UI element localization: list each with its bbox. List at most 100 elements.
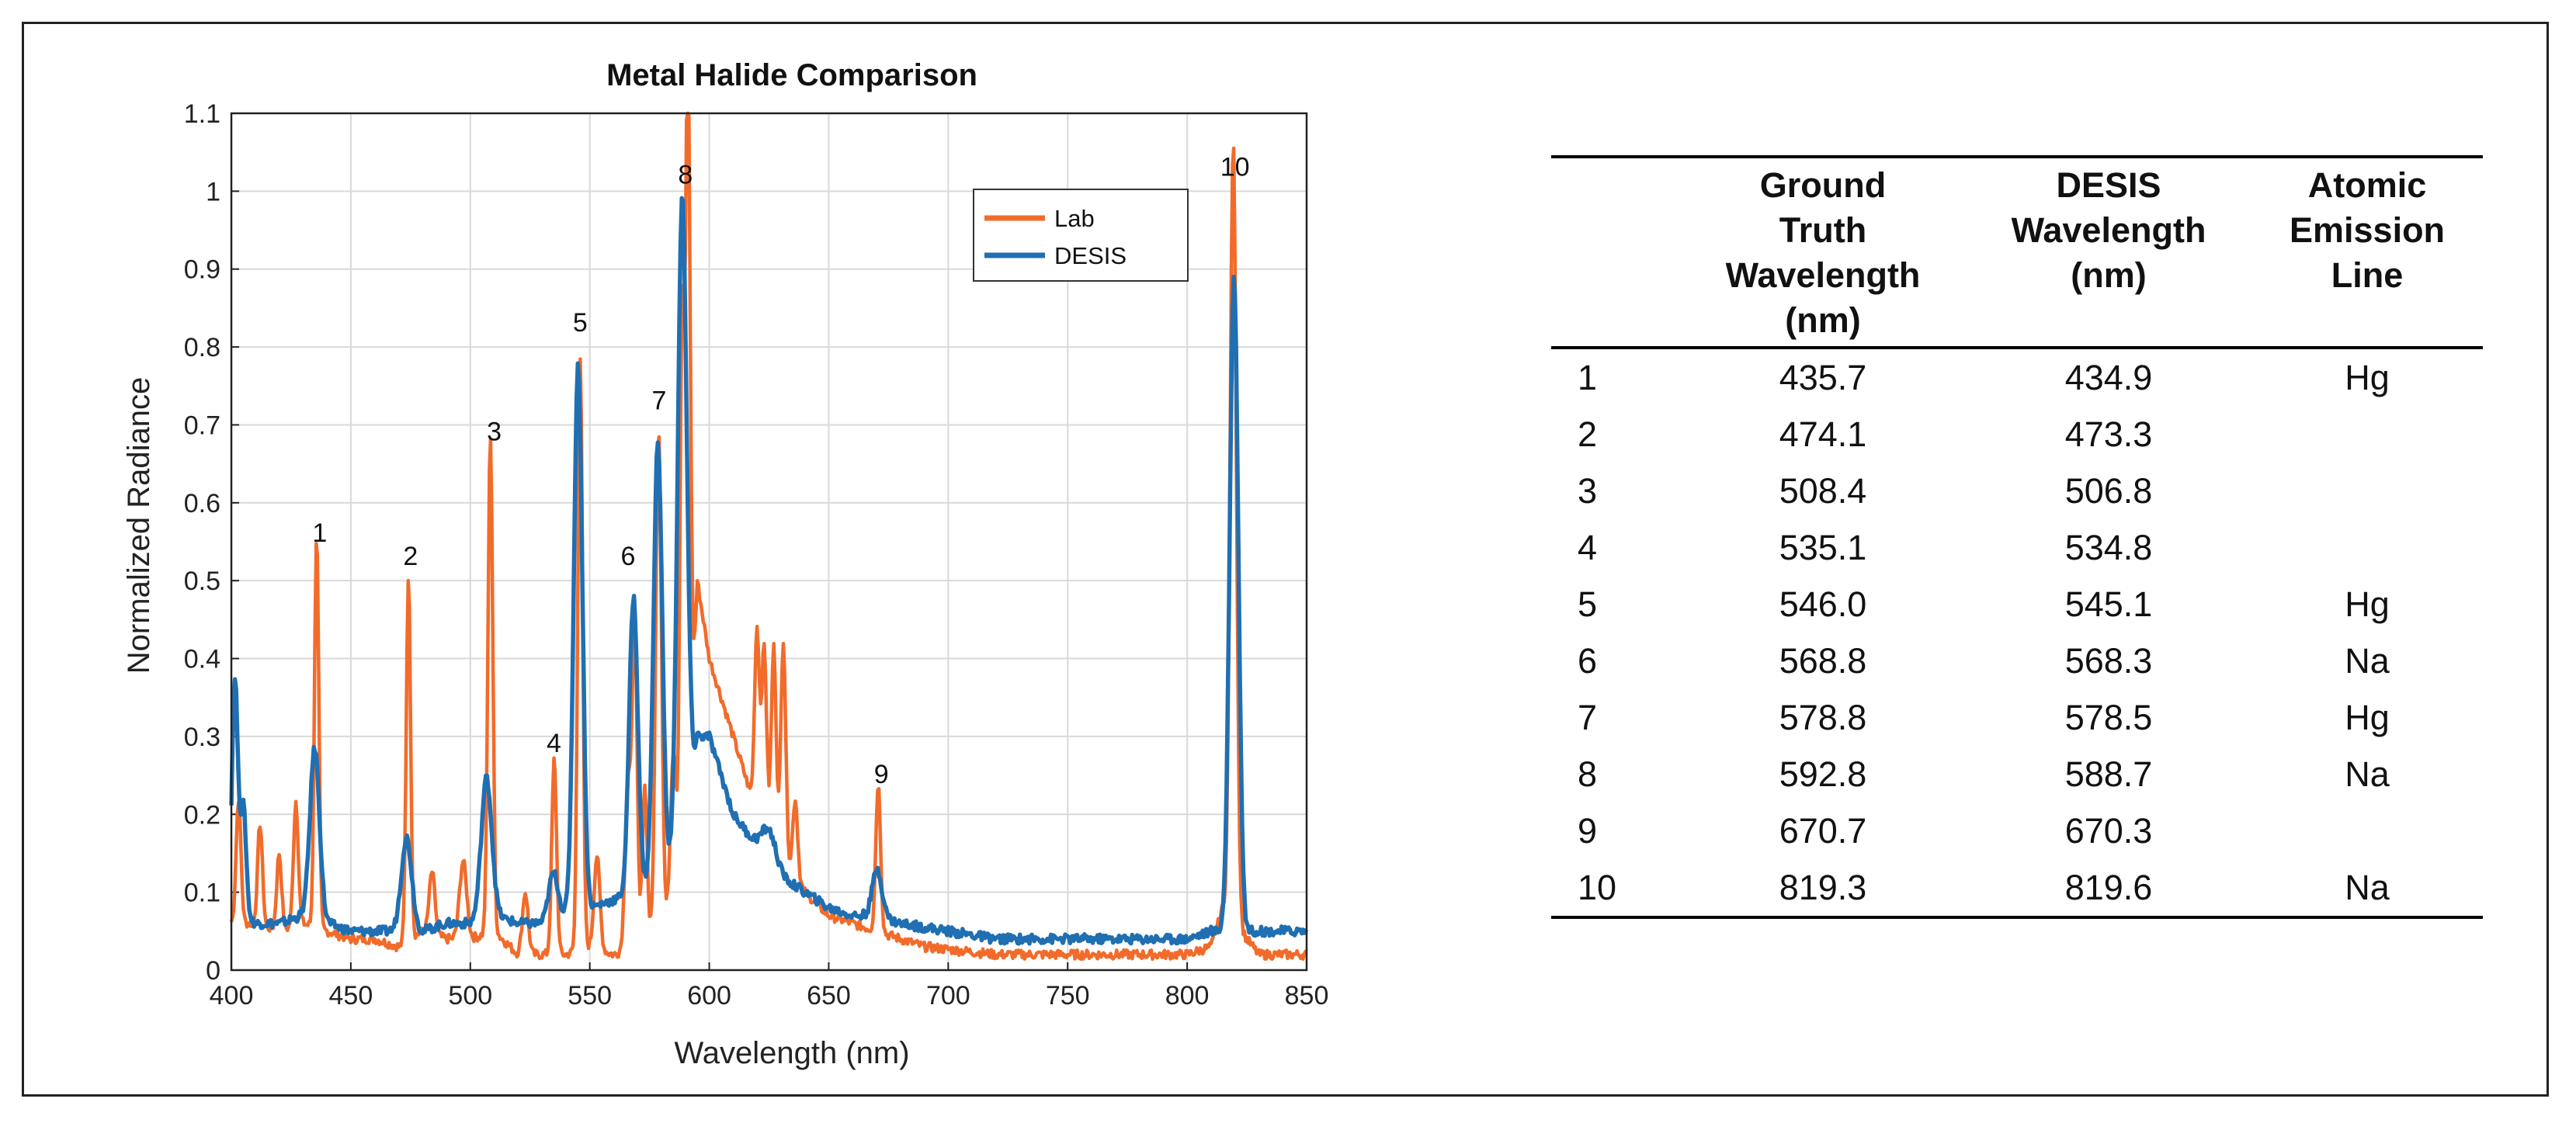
tick-labels: 400 450 500 550 600 650 700 750 800 850 0 0.1 0.2 0.3…: [184, 99, 1329, 1010]
table-row: 10 819.3 819.6 Na: [1551, 859, 2483, 917]
x-tick-label: 550: [568, 981, 612, 1010]
legend-label: DESIS: [1054, 242, 1127, 269]
header-atomic-line: Atomic Emission Line: [2251, 157, 2483, 348]
cell-atomic-line: Na: [2345, 640, 2390, 681]
peak-label: 1: [312, 518, 327, 548]
cell-ground-truth: 546.0: [1779, 584, 1867, 624]
x-tick-label: 650: [807, 981, 851, 1010]
y-tick-label: 0.5: [184, 567, 220, 596]
peak-label: 6: [620, 542, 635, 571]
cell-desis: 473.3: [2064, 414, 2153, 454]
y-tick-label: 0.8: [184, 333, 220, 362]
cell-id: 2: [1578, 414, 1598, 454]
cell-id: 6: [1578, 640, 1598, 681]
legend-label: Lab: [1054, 205, 1095, 232]
cell-desis: 819.6: [2064, 867, 2153, 907]
peak-label: 8: [678, 160, 693, 189]
header-desis-line: (nm): [2071, 255, 2147, 295]
cell-atomic-line: [2251, 463, 2483, 519]
peak-label: 2: [403, 542, 418, 571]
table-row: 9 670.7 670.3: [1551, 802, 2483, 859]
y-tick-label: 0.4: [184, 645, 220, 674]
table-row: 4 535.1 534.8: [1551, 519, 2483, 576]
emission-lines-table: Ground Truth Wavelength (nm) DESIS Wavel…: [1551, 155, 2483, 919]
cell-atomic-line: [2251, 406, 2483, 463]
x-tick-label: 850: [1285, 981, 1329, 1010]
series-line-desis: [229, 196, 1309, 946]
cell-ground-truth: 435.7: [1779, 357, 1867, 397]
y-tick-label: 0.1: [184, 879, 220, 908]
cell-desis: 434.9: [2064, 357, 2153, 397]
x-tick-label: 700: [926, 981, 970, 1010]
cell-desis: 588.7: [2064, 754, 2153, 794]
emission-lines-table-wrap: Ground Truth Wavelength (nm) DESIS Wavel…: [1551, 155, 2483, 919]
cell-atomic-line: Na: [2345, 754, 2390, 794]
figure-border: [22, 22, 2549, 1097]
x-tick-label: 400: [210, 981, 254, 1010]
header-desis: DESIS Wavelength (nm): [1966, 157, 2251, 348]
y-tick-label: 1: [206, 177, 220, 206]
cell-id: 4: [1578, 527, 1598, 567]
cell-id: 3: [1578, 470, 1598, 511]
x-tick-label: 500: [448, 981, 492, 1010]
header-id: [1551, 157, 1680, 348]
header-desis-line: Wavelength: [2011, 210, 2206, 250]
peak-label: 3: [487, 418, 502, 447]
table-body: 1 435.7 434.9 Hg 2 474.1 473.3 3 508.4 506.8 4 535.…: [1551, 348, 2483, 917]
x-tick-label: 800: [1165, 981, 1210, 1010]
cell-id: 1: [1578, 357, 1598, 397]
header-ground-truth-line: Ground: [1759, 165, 1887, 205]
table-row: 2 474.1 473.3: [1551, 406, 2483, 463]
header-ground-truth-line: Truth: [1779, 210, 1867, 250]
header-atomic-line-line: Line: [2331, 255, 2404, 295]
header-atomic-line-line: Atomic: [2307, 165, 2427, 205]
cell-ground-truth: 535.1: [1779, 527, 1867, 567]
y-tick-label: 1.1: [184, 99, 220, 129]
cell-desis: 568.3: [2064, 640, 2153, 681]
x-tick-label: 600: [687, 981, 731, 1010]
x-tick-label: 450: [329, 981, 373, 1010]
y-tick-label: 0.3: [184, 723, 220, 752]
peak-label: 4: [547, 729, 561, 758]
peak-label: 9: [874, 760, 889, 789]
header-atomic-line-line: Emission: [2289, 210, 2446, 250]
y-tick-label: 0.7: [184, 411, 220, 440]
cell-ground-truth: 508.4: [1779, 470, 1867, 511]
peak-label: 7: [651, 386, 666, 415]
peak-annotations: 1 2 3 4 5 6 7 8 9 10: [312, 152, 1249, 789]
cell-ground-truth: 592.8: [1779, 754, 1867, 794]
cell-desis: 534.8: [2064, 527, 2153, 567]
header-ground-truth-line: (nm): [1785, 300, 1861, 340]
chart-title: Metal Halide Comparison: [606, 58, 977, 92]
cell-desis: 506.8: [2064, 470, 2153, 511]
y-tick-label: 0: [206, 956, 220, 986]
y-tick-label: 0.9: [184, 255, 220, 285]
header-ground-truth: Ground Truth Wavelength (nm): [1680, 157, 1966, 348]
cell-ground-truth: 474.1: [1779, 414, 1867, 454]
plot-frame: [230, 112, 1308, 972]
series: [229, 111, 1309, 962]
cell-atomic-line: Na: [2345, 867, 2390, 907]
cell-atomic-line: [2251, 519, 2483, 576]
cell-atomic-line: Hg: [2345, 584, 2390, 624]
cell-ground-truth: 578.8: [1779, 697, 1867, 737]
legend-box: [973, 189, 1189, 282]
cell-atomic-line: [2251, 802, 2483, 859]
table-row: 7 578.8 578.5 Hg: [1551, 689, 2483, 746]
cell-ground-truth: 568.8: [1779, 640, 1867, 681]
cell-atomic-line: Hg: [2345, 357, 2390, 397]
cell-id: 10: [1578, 867, 1617, 907]
cell-ground-truth: 819.3: [1779, 867, 1867, 907]
cell-id: 9: [1578, 810, 1598, 851]
cell-id: 5: [1578, 584, 1598, 624]
cell-atomic-line: Hg: [2345, 697, 2390, 737]
cell-ground-truth: 670.7: [1779, 810, 1867, 851]
y-axis-label: Normalized Radiance: [122, 377, 156, 674]
y-tick-label: 0.6: [184, 489, 220, 518]
header-desis-line: DESIS: [2056, 165, 2161, 205]
cell-desis: 670.3: [2064, 810, 2153, 851]
table-row: 1 435.7 434.9 Hg: [1551, 348, 2483, 406]
table-row: 6 568.8 568.3 Na: [1551, 633, 2483, 689]
x-axis-label: Wavelength (nm): [674, 1036, 909, 1070]
